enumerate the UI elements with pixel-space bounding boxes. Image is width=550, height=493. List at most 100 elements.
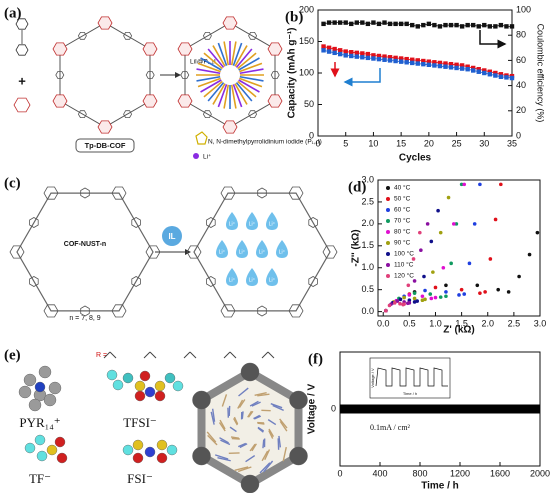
marker xyxy=(454,62,459,68)
ion-stick xyxy=(218,422,226,432)
marker xyxy=(441,265,446,270)
marker xyxy=(499,182,503,187)
marker xyxy=(387,21,393,27)
marker xyxy=(448,65,454,70)
y-axis-label: Voltage / V xyxy=(307,383,318,434)
ion-stick xyxy=(272,404,284,412)
marker xyxy=(398,59,404,64)
marker xyxy=(459,182,464,187)
marker xyxy=(398,301,402,306)
marker xyxy=(382,54,387,59)
x-tick-label: 0.0 xyxy=(377,318,390,328)
ring xyxy=(308,276,318,287)
atom xyxy=(166,444,178,456)
ion-stick xyxy=(248,410,254,418)
marker xyxy=(504,75,509,80)
marker xyxy=(332,50,337,56)
ion-stick xyxy=(259,462,271,474)
ring xyxy=(186,245,202,259)
marker xyxy=(407,301,412,305)
marker xyxy=(459,287,464,292)
x-tick-label: 2.5 xyxy=(508,318,521,328)
marker xyxy=(321,21,326,27)
marker xyxy=(332,46,337,52)
ion-stick xyxy=(207,82,225,102)
ring xyxy=(177,42,193,56)
il-drop xyxy=(246,212,258,230)
legend-text: Li⁺ xyxy=(203,154,212,161)
ion-stick xyxy=(238,387,249,397)
ring xyxy=(111,304,127,318)
legend-marker xyxy=(386,263,390,267)
marker xyxy=(459,66,465,71)
marker xyxy=(382,57,387,62)
marker xyxy=(527,252,532,257)
marker xyxy=(451,222,456,226)
atom xyxy=(240,362,260,382)
ring xyxy=(267,42,283,56)
ring xyxy=(142,94,158,108)
ring xyxy=(257,187,267,199)
ion-label: TFSI⁻ xyxy=(123,415,157,430)
marker xyxy=(387,58,393,63)
marker xyxy=(349,50,354,55)
x-tick-label: 35 xyxy=(507,138,517,148)
marker xyxy=(457,293,461,297)
ion-stick xyxy=(239,75,264,82)
ion-stick xyxy=(282,446,287,462)
y-tick-label: 0.5 xyxy=(361,284,374,294)
ion-stick xyxy=(237,80,257,98)
ring xyxy=(177,94,193,108)
x-tick-label: 2000 xyxy=(530,468,550,478)
ring xyxy=(222,16,238,30)
y-tick-label: 2.5 xyxy=(361,196,374,206)
ion-stick xyxy=(230,41,237,66)
ion-stick xyxy=(251,401,261,407)
marker xyxy=(517,274,521,279)
legend-label: 100 °C xyxy=(394,250,414,258)
atom xyxy=(48,381,62,395)
atom xyxy=(192,446,211,466)
atom xyxy=(132,439,144,451)
marker xyxy=(411,257,416,261)
marker xyxy=(467,261,472,266)
atom xyxy=(54,436,66,448)
ion-stick xyxy=(254,392,267,397)
marker xyxy=(393,21,398,27)
ion-stick xyxy=(232,418,238,426)
ring xyxy=(52,94,68,108)
ion-stick xyxy=(231,437,240,440)
inset-frame xyxy=(369,357,451,399)
panel-label: (d) xyxy=(348,179,366,195)
ion-stick xyxy=(267,419,277,426)
li-dot xyxy=(193,153,199,159)
marker xyxy=(471,65,476,71)
marker xyxy=(343,49,348,54)
legend-label: 120 °C xyxy=(394,272,414,280)
x-tick-label: 2.0 xyxy=(481,318,494,328)
marker xyxy=(326,49,332,54)
marker xyxy=(487,69,493,74)
marker xyxy=(462,292,467,296)
atom xyxy=(154,390,166,402)
plot-frame xyxy=(377,179,541,317)
marker xyxy=(425,222,430,226)
ring xyxy=(220,186,236,200)
panel-label: (e) xyxy=(4,347,21,363)
panel-label: (b) xyxy=(285,9,303,25)
ion-stick xyxy=(268,430,274,439)
marker xyxy=(454,222,459,226)
marker xyxy=(433,285,438,290)
legend-marker xyxy=(386,230,390,234)
ring xyxy=(111,186,127,200)
ion-stick xyxy=(235,48,253,68)
atom xyxy=(34,381,46,393)
cof-label: Tp-DB-COF xyxy=(85,141,126,150)
marker xyxy=(376,56,382,62)
marker xyxy=(426,59,432,64)
ion-stick xyxy=(239,77,263,88)
ring xyxy=(202,32,212,40)
atom xyxy=(106,369,118,381)
atom xyxy=(23,373,37,387)
ring xyxy=(206,217,216,228)
